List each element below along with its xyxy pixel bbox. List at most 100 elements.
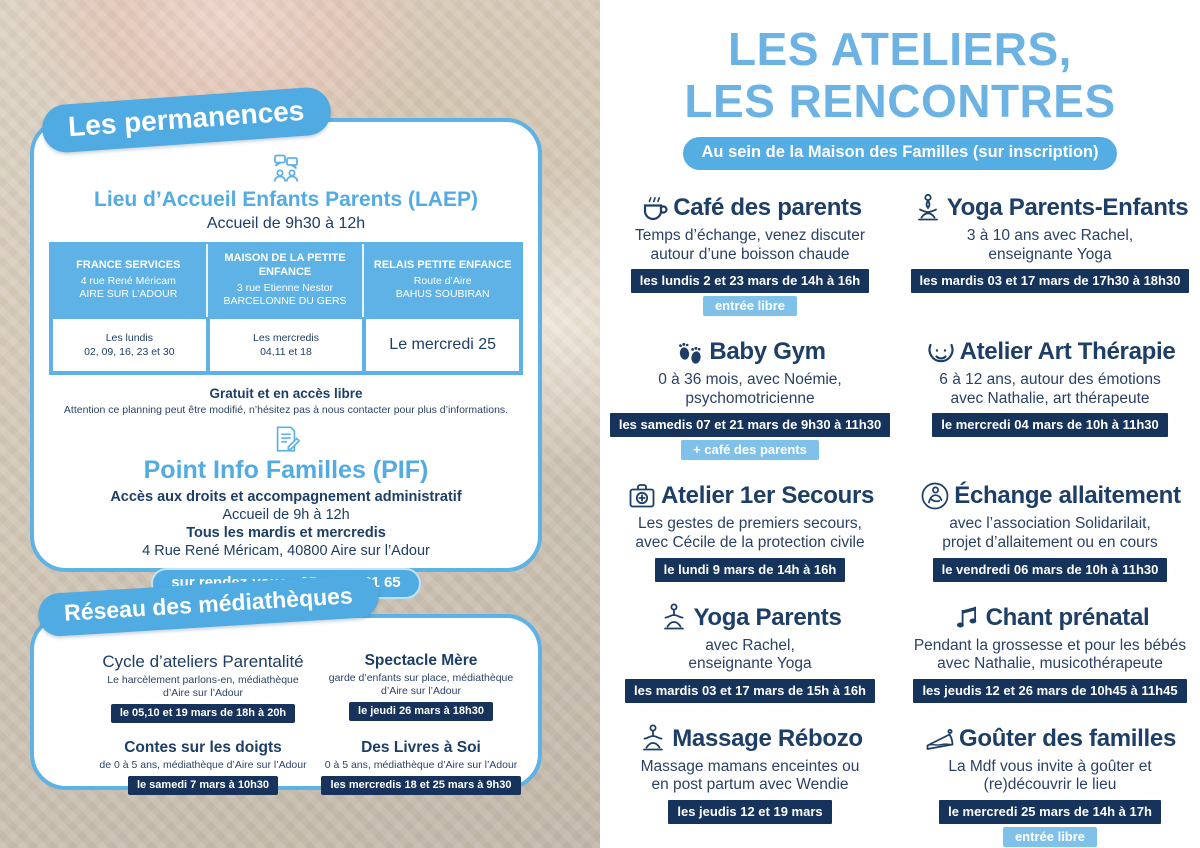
activity-premiers-secours: Atelier 1er Secours Les gestes de premie…: [600, 480, 900, 582]
table-schedule-cell: Les lundis 02, 09, 16, 23 et 30: [51, 316, 208, 373]
coffee-cup-icon: [638, 192, 670, 224]
music-notes-icon: [951, 602, 983, 634]
column-title: FRANCE SERVICES: [76, 258, 181, 271]
schedule-line: Les lundis: [105, 331, 153, 344]
activity-date-badge: le vendredi 06 mars de 10h à 11h30: [932, 557, 1168, 582]
activity-date-badge: les mardis 03 et 17 mars de 17h30 à 18h3…: [910, 269, 1190, 294]
activity-cafe-des-parents: Café des parents Temps d’échange, venez …: [600, 192, 900, 317]
pif-title: Point Info Familles (PIF): [143, 455, 429, 484]
activity-description: avec Rachel, enseignante Yoga: [688, 636, 812, 673]
schedule-line: 02, 09, 16, 23 et 30: [84, 345, 175, 358]
activity-description: Massage mamans enceintes ou en post partu…: [640, 757, 860, 794]
yoga-meditation-icon: [912, 192, 944, 224]
activity-description: Temps d’échange, venez discuter autour d’…: [634, 227, 866, 263]
activity-description: 3 à 10 ans avec Rachel, enseignante Yoga: [966, 227, 1134, 263]
mediatheque-item: Contes sur les doigts de 0 à 5 ans, médi…: [98, 739, 308, 796]
laep-schedule-table: FRANCE SERVICES 4 rue René Méricam AIRE …: [49, 242, 523, 375]
pif-address: 4 Rue René Méricam, 40800 Aire sur l’Ado…: [142, 542, 430, 559]
table-header-cell: FRANCE SERVICES 4 rue René Méricam AIRE …: [51, 244, 208, 317]
title-line-2: LES RENCONTRES: [684, 74, 1116, 127]
event-date-badge: les mercredis 18 et 25 mars à 9h30: [321, 776, 521, 796]
baby-photo-background: Les permanences Lieu d’Accueil Enfants P…: [0, 0, 600, 848]
pif-days: Tous les mardis et mercredis: [186, 524, 386, 541]
first-aid-kit-icon: [626, 480, 658, 512]
activity-date-badge: le mercredi 04 mars de 10h à 11h30: [932, 413, 1168, 438]
lotus-person-icon: [637, 723, 669, 755]
address-line: BARCELONNE DU GERS: [223, 295, 347, 308]
mediatheque-item: Des Livres à Soi 0 à 5 ans, médiathèque …: [316, 739, 526, 796]
activity-art-therapie: Atelier Art Thérapie 6 à 12 ans, autour …: [900, 336, 1200, 460]
column-address: 4 rue René Méricam AIRE SUR L’ADOUR: [56, 275, 201, 302]
activity-title: Massage Rébozo: [672, 724, 863, 752]
permanences-header-label: Les permanences: [67, 94, 306, 143]
activity-yoga-parents-enfants: Yoga Parents-Enfants 3 à 10 ans avec Rac…: [900, 192, 1200, 316]
activity-date-badge: le lundi 9 mars de 14h à 16h: [654, 557, 846, 582]
activity-title: Atelier Art Thérapie: [959, 338, 1176, 366]
event-subtitle: Le harcèlement parlons-en, médiathèque d…: [107, 674, 299, 700]
address-line: BAHUS SOUBIRAN: [395, 288, 490, 301]
activity-title: Yoga Parents: [693, 603, 842, 631]
plus-cafe-badge: + café des parents: [681, 440, 819, 461]
event-date-badge: le jeudi 26 mars à 18h30: [349, 702, 493, 722]
event-title: Cycle d’ateliers Parentalité: [102, 652, 304, 671]
activity-description: Les gestes de premiers secours, avec Céci…: [635, 515, 865, 551]
event-subtitle: de 0 à 5 ans, médiathèque d’Aire sur l’A…: [99, 759, 307, 772]
activity-yoga-parents: Yoga Parents avec Rachel, enseignante Yog…: [600, 602, 900, 703]
schedule-line: Les mercredis: [253, 331, 319, 344]
free-entry-badge: entrée libre: [702, 296, 798, 317]
activity-date-badge: le mercredi 25 mars de 14h à 17h: [939, 799, 1161, 824]
schedule-line: 04,11 et 18: [260, 345, 312, 358]
column-title: RELAIS PETITE ENFANCE: [373, 258, 512, 271]
subtitle-pill: Au sein de la Maison des Familles (sur i…: [683, 137, 1117, 171]
event-title: Spectacle Mère: [364, 652, 478, 669]
activity-title: Atelier 1er Secours: [660, 482, 875, 510]
activity-massage-rebozo: Massage Rébozo Massage mamans enceintes …: [600, 723, 900, 847]
ateliers-panel: LES ATELIERS, LES RENCONTRES Au sein de …: [600, 0, 1200, 848]
event-title: Des Livres à Soi: [361, 739, 481, 757]
cake-slice-icon: [924, 723, 956, 755]
activity-description: Pendant la grossesse et pour les bébés av…: [913, 636, 1187, 673]
activities-grid: Café des parents Temps d’échange, venez …: [600, 192, 1200, 847]
activity-gouter-des-familles: Goûter des familles La Mdf vous invite à…: [900, 723, 1200, 847]
activity-chant-prenatal: Chant prénatal Pendant la grossesse et p…: [900, 602, 1200, 703]
lotus-person-icon: [658, 602, 690, 634]
laep-subtitle: Accueil de 9h30 à 12h: [206, 215, 366, 232]
activity-description: 0 à 36 mois, avec Noémie, psychomotricien…: [658, 371, 842, 407]
activity-date-badge: les mardis 03 et 17 mars de 15h à 16h: [625, 678, 875, 703]
activity-echange-allaitement: Échange allaitement avec l’association S…: [900, 480, 1200, 582]
pif-hours: Accueil de 9h à 12h: [222, 506, 350, 523]
table-schedule-cell: Le mercredi 25: [364, 316, 521, 373]
chat-people-icon: [269, 152, 303, 186]
activity-title: Chant prénatal: [985, 603, 1150, 631]
activity-description: avec l’association Solidarilait, projet d…: [942, 515, 1158, 551]
column-title: MAISON DE LA PETITE ENFANCE: [224, 252, 346, 278]
table-header-cell: MAISON DE LA PETITE ENFANCE 3 rue Etienn…: [207, 244, 365, 317]
smiley-icon: [925, 336, 957, 368]
event-date-badge: le 05,10 et 19 mars de 18h à 20h: [110, 704, 296, 724]
mediatheques-header-label: Réseau des médiathèques: [63, 582, 354, 626]
address-line: 4 rue René Méricam: [80, 274, 176, 287]
activity-title: Goûter des familles: [958, 724, 1177, 752]
page-title: LES ATELIERS, LES RENCONTRES: [684, 23, 1116, 127]
address-line: Route d’Aire: [413, 274, 472, 287]
event-subtitle: garde d’enfants sur place, médiathèque d…: [328, 672, 514, 698]
activity-date-badge: les jeudis 12 et 26 mars de 10h45 à 11h4…: [913, 678, 1187, 703]
activity-title: Café des parents: [673, 194, 862, 222]
activity-title: Échange allaitement: [954, 482, 1181, 510]
baby-feet-icon: [674, 336, 706, 368]
laep-title: Lieu d’Accueil Enfants Parents (LAEP): [94, 188, 478, 211]
event-subtitle: 0 à 5 ans, médiathèque d’Aire sur l’Adou…: [324, 759, 518, 772]
free-access-note: Gratuit et en accès libre: [209, 385, 363, 401]
activity-date-badge: les lundis 2 et 23 mars de 14h à 16h: [630, 269, 870, 294]
event-date-badge: le samedi 7 mars à 10h30: [127, 776, 279, 796]
column-address: Route d’Aire BAHUS SOUBIRAN: [369, 275, 516, 302]
event-title: Contes sur les doigts: [124, 739, 282, 757]
table-header-cell: RELAIS PETITE ENFANCE Route d’Aire BAHUS…: [364, 244, 521, 317]
activity-description: La Mdf vous invite à goûter et (re)découv…: [948, 757, 1152, 794]
column-address: 3 rue Etienne Nestor BARCELONNE DU GERS: [213, 282, 358, 309]
activity-title: Yoga Parents-Enfants: [946, 194, 1189, 222]
note-pencil-icon: [271, 424, 301, 454]
pif-description: Accès aux droits et accompagnement admin…: [110, 488, 462, 505]
schedule-line: Le mercredi 25: [389, 335, 497, 353]
